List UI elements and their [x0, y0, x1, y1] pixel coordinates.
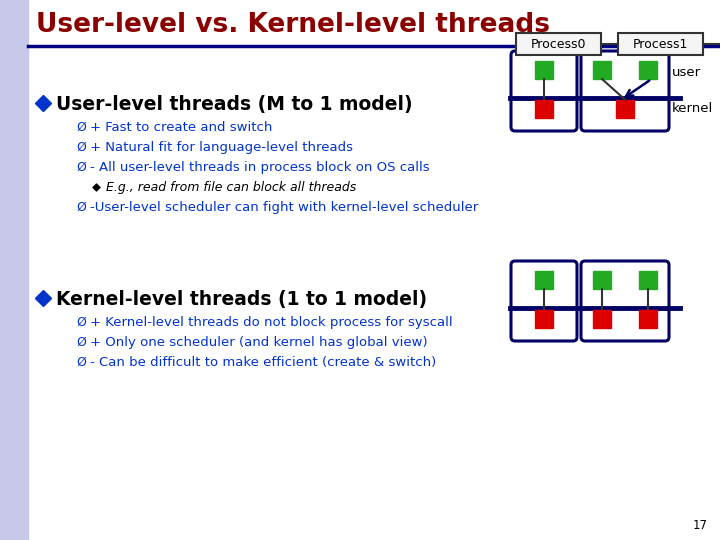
Text: E.g., read from file can block all threads: E.g., read from file can block all threa… — [106, 181, 356, 194]
Text: Ø: Ø — [76, 161, 86, 174]
FancyBboxPatch shape — [581, 51, 669, 131]
Bar — [535, 271, 553, 289]
Bar — [639, 61, 657, 79]
Text: Ø: Ø — [76, 336, 86, 349]
Text: Process0: Process0 — [531, 37, 586, 51]
Bar — [639, 271, 657, 289]
Bar — [535, 61, 553, 79]
Text: Ø: Ø — [76, 316, 86, 329]
Text: User-level vs. Kernel-level threads: User-level vs. Kernel-level threads — [36, 12, 550, 38]
Bar — [535, 309, 553, 328]
Text: User-level threads (M to 1 model): User-level threads (M to 1 model) — [56, 95, 413, 114]
Bar — [593, 61, 611, 79]
Bar — [593, 271, 611, 289]
Bar — [535, 100, 553, 118]
FancyBboxPatch shape — [516, 33, 601, 55]
Bar — [593, 309, 611, 328]
Text: + Kernel-level threads do not block process for syscall: + Kernel-level threads do not block proc… — [90, 316, 453, 329]
Text: Ø: Ø — [76, 356, 86, 369]
Bar — [639, 309, 657, 328]
Text: kernel: kernel — [672, 103, 714, 116]
FancyBboxPatch shape — [618, 33, 703, 55]
Bar — [616, 100, 634, 118]
Text: 17: 17 — [693, 519, 708, 532]
FancyBboxPatch shape — [511, 51, 577, 131]
Text: -User-level scheduler can fight with kernel-level scheduler: -User-level scheduler can fight with ker… — [90, 201, 478, 214]
Text: Ø: Ø — [76, 201, 86, 214]
Bar — [0, 0, 28, 540]
Text: + Fast to create and switch: + Fast to create and switch — [90, 121, 272, 134]
FancyBboxPatch shape — [511, 261, 577, 341]
Text: + Only one scheduler (and kernel has global view): + Only one scheduler (and kernel has glo… — [90, 336, 428, 349]
Text: + Natural fit for language-level threads: + Natural fit for language-level threads — [90, 141, 353, 154]
Text: Ø: Ø — [76, 121, 86, 134]
Text: user: user — [672, 66, 701, 79]
Text: Kernel-level threads (1 to 1 model): Kernel-level threads (1 to 1 model) — [56, 290, 427, 309]
Text: - Can be difficult to make efficient (create & switch): - Can be difficult to make efficient (cr… — [90, 356, 436, 369]
Text: Process1: Process1 — [633, 37, 688, 51]
Text: Ø: Ø — [76, 141, 86, 154]
Text: - All user-level threads in process block on OS calls: - All user-level threads in process bloc… — [90, 161, 430, 174]
FancyBboxPatch shape — [581, 261, 669, 341]
